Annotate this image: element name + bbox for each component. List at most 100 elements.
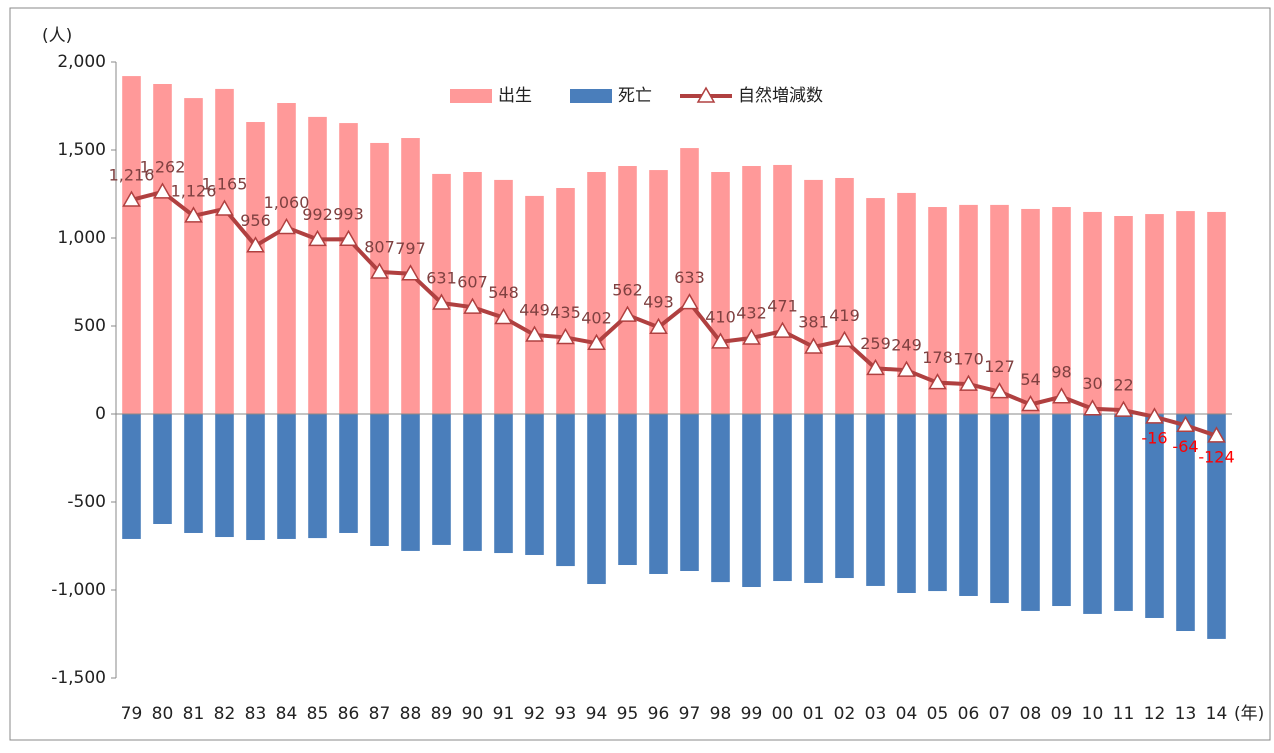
bar	[1052, 414, 1071, 607]
x-tick-label: 14	[1206, 704, 1228, 724]
x-tick-label: 12	[1144, 704, 1166, 724]
bar	[1176, 211, 1195, 414]
x-tick-label: 91	[493, 704, 515, 724]
marker	[804, 337, 823, 354]
marker	[246, 236, 265, 253]
bar	[401, 414, 420, 551]
bar	[153, 84, 172, 414]
x-tick-label: 04	[896, 704, 918, 724]
legend-label: 出生	[498, 86, 532, 106]
marker	[618, 305, 637, 322]
x-tick-label: 07	[989, 704, 1011, 724]
data-label: 993	[333, 205, 364, 224]
data-label: 1,262	[140, 157, 186, 176]
bar	[308, 116, 327, 415]
marker	[1145, 407, 1164, 424]
marker	[959, 374, 978, 391]
bar	[990, 204, 1009, 414]
x-tick-label: 05	[927, 704, 949, 724]
y-unit: (人)	[42, 26, 72, 46]
x-tick-label: 92	[524, 704, 546, 724]
data-label: -64	[1172, 437, 1198, 456]
bar	[742, 414, 761, 588]
marker	[370, 262, 389, 279]
legend-swatch	[450, 89, 492, 103]
data-label: 471	[767, 297, 798, 316]
bar	[680, 148, 699, 414]
marker	[866, 358, 885, 376]
data-label: 435	[550, 303, 581, 322]
y-tick-label: -1,000	[51, 580, 106, 600]
data-label: 259	[860, 334, 891, 353]
data-label: 631	[426, 268, 457, 287]
x-tick-label: 08	[1020, 704, 1042, 724]
x-tick-label: 89	[431, 704, 453, 724]
x-tick-label: 86	[338, 704, 360, 724]
bar	[773, 414, 792, 582]
bar	[773, 164, 792, 414]
bar	[618, 414, 637, 566]
marker	[990, 382, 1009, 399]
bar	[649, 414, 668, 574]
marker	[680, 293, 699, 310]
bar	[370, 414, 389, 546]
marker	[463, 297, 482, 314]
data-label: 1,216	[109, 165, 155, 184]
x-tick-label: 98	[710, 704, 732, 724]
marker	[773, 321, 792, 338]
marker	[928, 373, 947, 390]
marker	[184, 206, 203, 223]
bar	[1176, 414, 1195, 632]
data-label: 1,126	[171, 181, 217, 200]
data-label: 956	[240, 211, 271, 230]
data-label: 1,060	[264, 193, 310, 212]
marker	[1052, 387, 1071, 404]
bar	[804, 179, 823, 414]
bar	[897, 414, 916, 593]
data-label: -16	[1141, 428, 1167, 447]
bar	[556, 414, 575, 567]
data-label: 1,165	[202, 174, 248, 193]
bar	[1114, 216, 1133, 414]
bar	[494, 179, 513, 414]
x-tick-label: 10	[1082, 704, 1104, 724]
data-label: 807	[364, 237, 395, 256]
y-tick-label: 500	[74, 316, 106, 336]
x-tick-label: 90	[462, 704, 484, 724]
x-tick-label: 93	[555, 704, 577, 724]
marker	[556, 327, 575, 345]
bar	[587, 172, 606, 414]
bar	[122, 76, 141, 414]
marker	[277, 217, 296, 235]
marker	[587, 333, 606, 350]
bar	[804, 414, 823, 583]
bar	[1145, 414, 1164, 618]
bar	[928, 207, 947, 414]
bar	[246, 122, 265, 415]
data-label: 633	[674, 268, 705, 287]
marker	[339, 229, 358, 246]
y-tick-label: 1,500	[57, 140, 106, 160]
x-unit: (年)	[1234, 704, 1264, 724]
bar	[1145, 214, 1164, 414]
data-label: 493	[643, 293, 674, 312]
bar	[525, 414, 544, 555]
bar	[959, 204, 978, 414]
bar	[277, 414, 296, 539]
marker	[525, 325, 544, 342]
legend-marker	[696, 86, 716, 103]
data-label: 419	[829, 306, 860, 325]
data-label: 607	[457, 273, 488, 292]
bar	[1021, 414, 1040, 611]
data-label: 797	[395, 239, 426, 258]
bar	[1083, 211, 1102, 414]
marker	[215, 199, 234, 216]
x-tick-label: 84	[276, 704, 298, 724]
x-tick-label: 79	[121, 704, 143, 724]
bar	[618, 166, 637, 414]
x-tick-label: 85	[307, 704, 329, 724]
bar	[525, 195, 544, 414]
x-tick-label: 94	[586, 704, 608, 724]
data-label: 548	[488, 283, 519, 302]
